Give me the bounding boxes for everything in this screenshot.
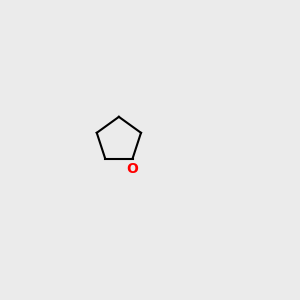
Text: O: O [127,162,139,176]
